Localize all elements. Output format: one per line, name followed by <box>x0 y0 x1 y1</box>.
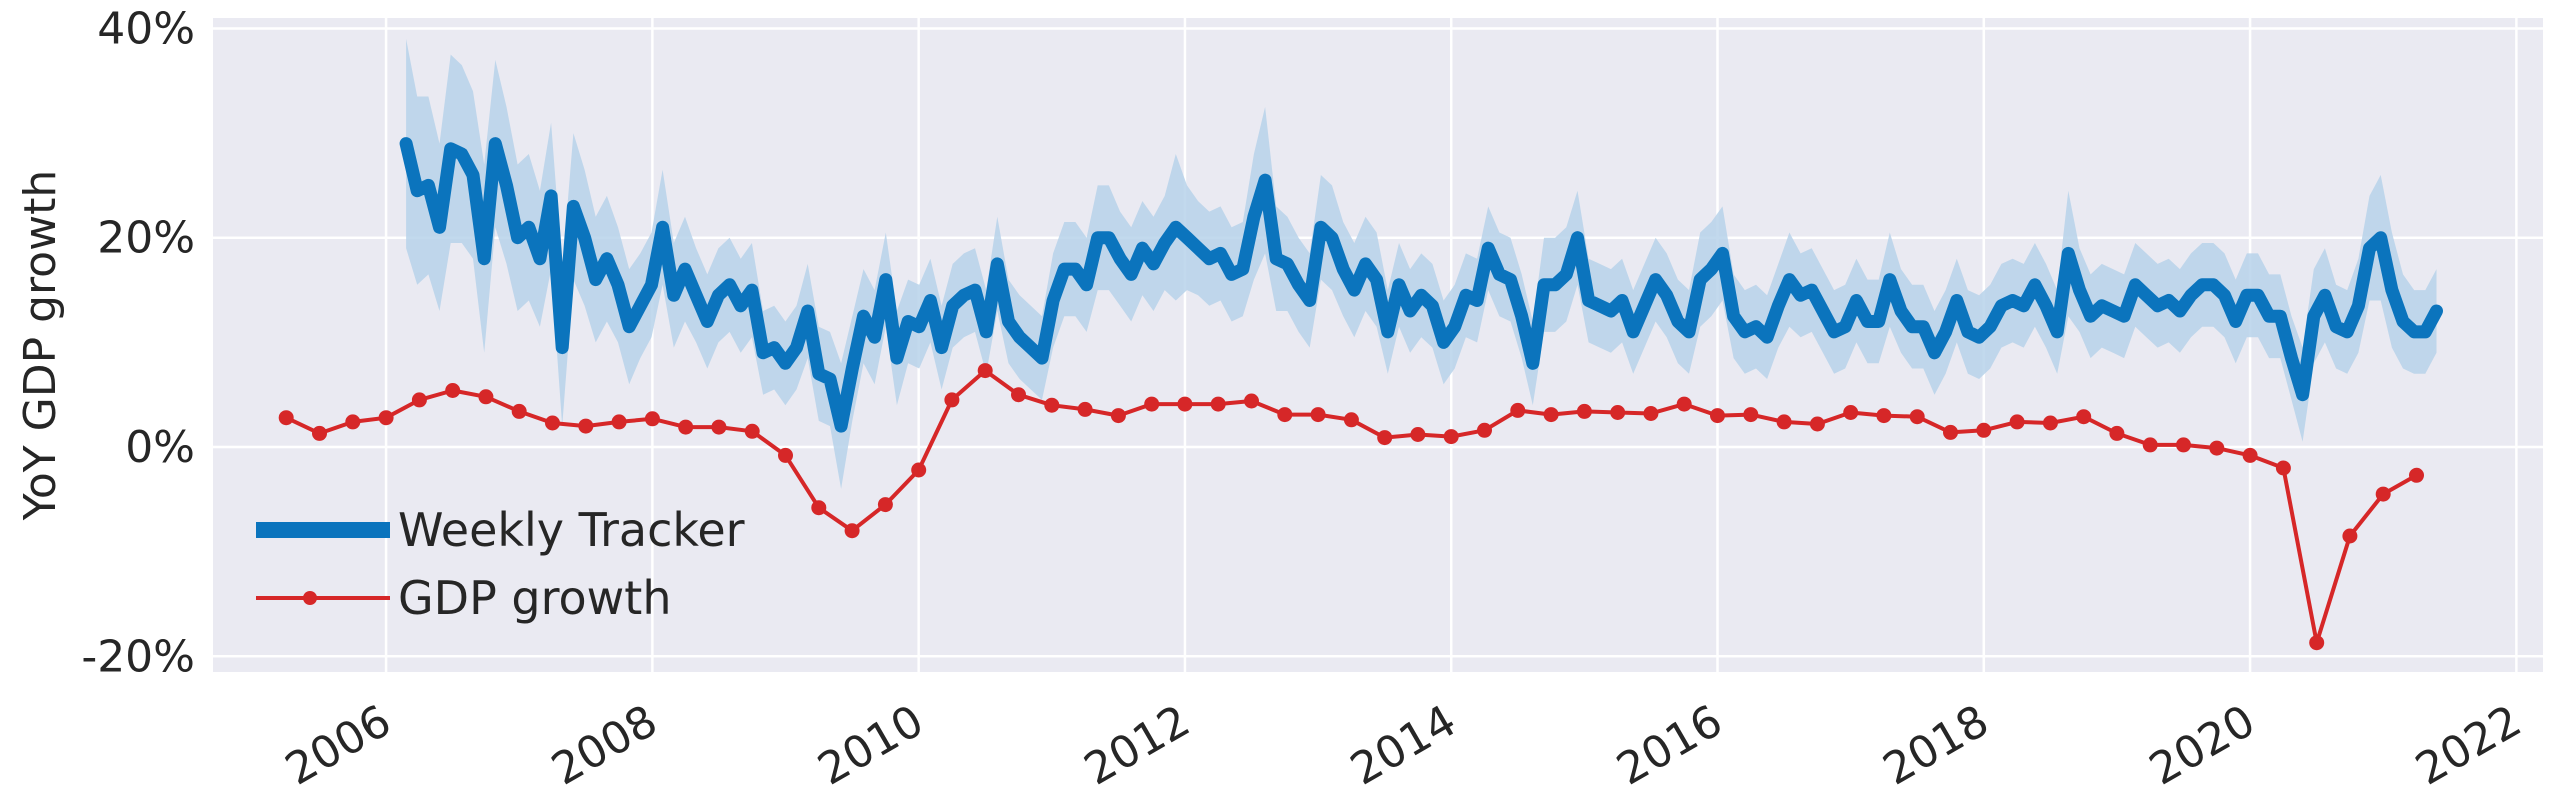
gdp-point <box>411 392 427 408</box>
x-tick-label: 2008 <box>543 695 665 795</box>
gdp-point <box>844 523 860 539</box>
gdp-point <box>2242 447 2258 463</box>
gdp-point <box>2275 460 2291 476</box>
gdp-point <box>1410 427 1426 442</box>
gdp-point <box>1776 414 1792 430</box>
gdp-point <box>678 419 694 435</box>
gdp-point <box>578 418 594 434</box>
gdp-point <box>2109 425 2125 441</box>
gdp-point <box>2309 635 2325 651</box>
gdp-point <box>1343 412 1359 428</box>
x-tick-layer: 2006 2008 2010 2012 2014 2016 2018 2020 2022 <box>277 695 2530 795</box>
y-tick-layer: -20% 0% 20% 40% <box>81 3 195 682</box>
gdp-point <box>1077 401 1093 417</box>
gdp-point <box>1177 396 1193 412</box>
legend-label-gdp-growth: GDP growth <box>398 571 671 625</box>
gdp-point <box>1244 393 1259 409</box>
legend: Weekly Tracker GDP growth <box>256 503 745 625</box>
gdp-point <box>1809 416 1825 432</box>
y-tick-label: 0% <box>125 422 195 473</box>
gdp-point <box>2009 414 2025 430</box>
gdp-point <box>1210 396 1226 412</box>
gdp-point <box>2375 486 2391 502</box>
gdp-point <box>1377 430 1393 446</box>
gdp-point <box>1610 405 1626 420</box>
gdp-point <box>2342 528 2358 544</box>
gdp-point <box>778 447 793 463</box>
gdp-point <box>811 500 827 516</box>
gdp-point <box>312 425 327 441</box>
gdp-point <box>1110 408 1126 424</box>
gdp-point <box>944 392 960 408</box>
tracker-confidence-band <box>406 38 2437 489</box>
gdp-point <box>977 363 993 379</box>
gdp-point <box>744 423 760 439</box>
gdp-point <box>2209 440 2225 456</box>
gdp-point <box>1943 424 1958 440</box>
gdp-point <box>1443 429 1459 445</box>
legend-marker-gdp-growth <box>303 591 317 605</box>
gdp-point <box>345 414 361 430</box>
gdp-point <box>1543 407 1559 423</box>
gdp-point <box>1876 408 1892 424</box>
gdp-point <box>1710 408 1725 424</box>
gdp-point <box>378 410 394 426</box>
y-tick-label: 20% <box>97 213 195 264</box>
gdp-point <box>478 389 494 405</box>
gdp-point <box>1310 407 1326 423</box>
legend-label-weekly-tracker: Weekly Tracker <box>398 503 745 557</box>
gdp-point <box>1510 402 1526 418</box>
gdp-point <box>278 410 294 426</box>
x-tick-label: 2018 <box>1875 695 1997 795</box>
gdp-point <box>2176 437 2191 453</box>
gdp-point <box>1643 406 1659 421</box>
gdp-point <box>1277 407 1293 423</box>
gdp-point <box>877 497 893 513</box>
x-tick-label: 2020 <box>2141 695 2263 795</box>
gdp-marker-layer <box>278 363 2424 651</box>
gdp-point <box>1477 422 1492 438</box>
x-tick-label: 2022 <box>2407 695 2529 795</box>
gdp-point <box>511 403 527 419</box>
gdp-point <box>445 383 461 398</box>
x-tick-label: 2012 <box>1076 695 1198 795</box>
gdp-point <box>644 411 660 427</box>
y-axis-label: YoY GDP growth <box>15 170 66 521</box>
y-tick-label: 40% <box>97 3 195 54</box>
x-tick-label: 2014 <box>1342 695 1464 795</box>
gdp-point <box>2042 415 2058 431</box>
gdp-point <box>1676 396 1692 412</box>
x-tick-label: 2010 <box>810 695 932 795</box>
gdp-point <box>1576 403 1592 419</box>
plot-background <box>213 18 2543 672</box>
gdp-point <box>2076 409 2092 425</box>
series-line-weekly-tracker <box>399 137 2443 433</box>
x-tick-label: 2016 <box>1609 695 1731 795</box>
gdp-point <box>611 414 627 430</box>
gdp-point <box>2409 467 2424 483</box>
gdp-point <box>1743 407 1759 423</box>
y-tick-label: -20% <box>81 631 195 682</box>
gdp-point <box>545 415 560 431</box>
gdp-point <box>1044 397 1060 413</box>
gdp-point <box>1011 387 1026 403</box>
x-tick-label: 2006 <box>277 695 399 795</box>
tracker-band-layer <box>406 38 2437 489</box>
gdp-point <box>1976 422 1992 438</box>
gdp-point <box>711 419 727 435</box>
gdp-point <box>1909 409 1925 425</box>
gdp-point <box>1843 405 1859 420</box>
gdp-point <box>1144 396 1160 412</box>
gdp-point <box>2142 437 2158 453</box>
gdp-point <box>911 462 927 478</box>
